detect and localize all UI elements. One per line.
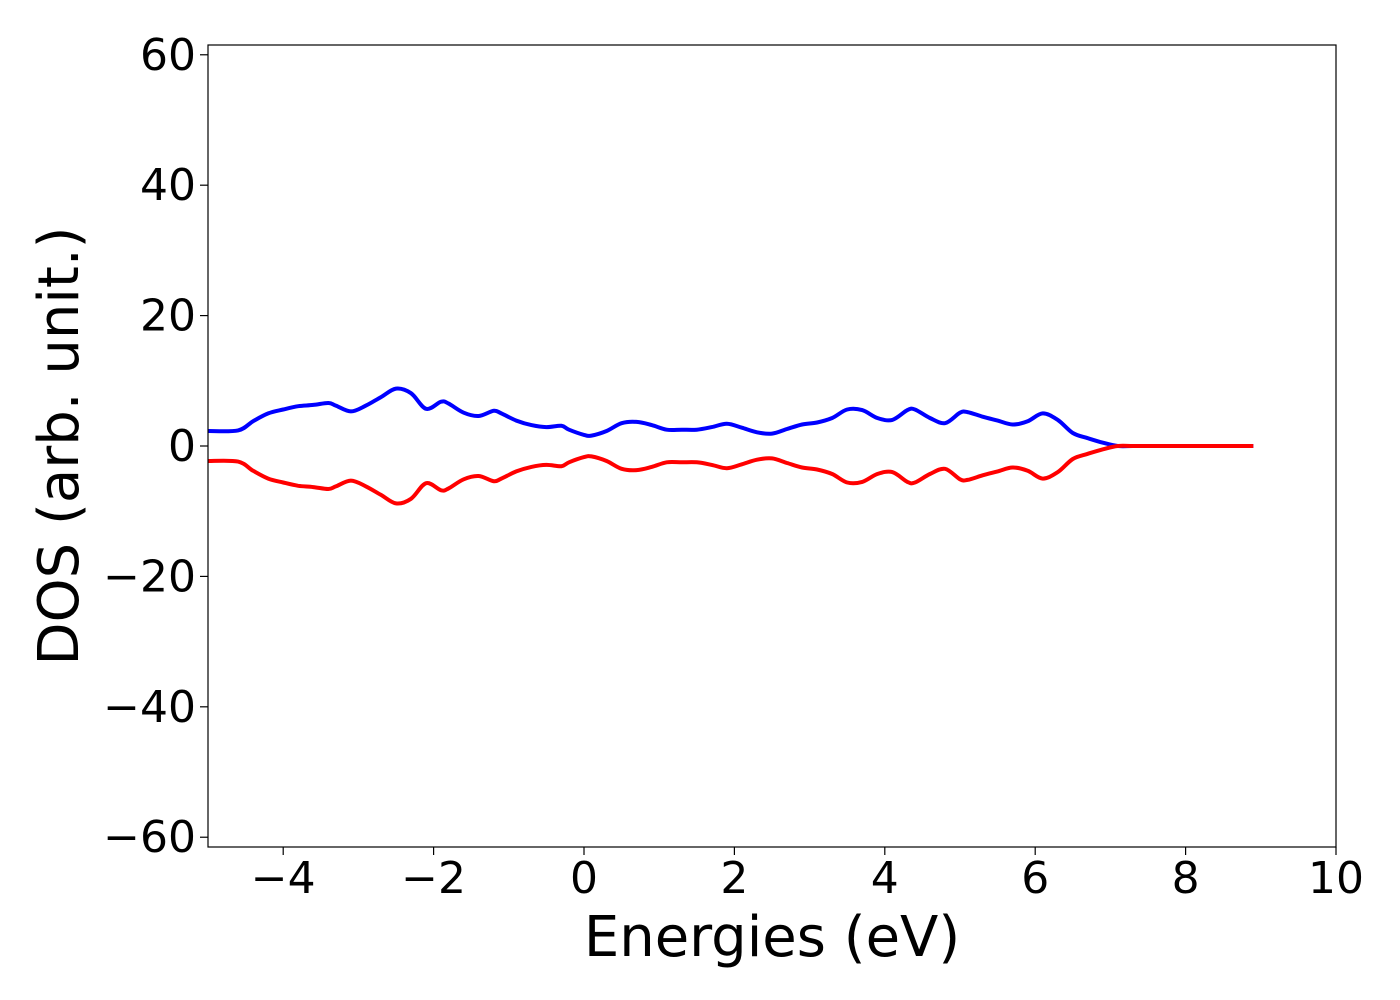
x-tick-label: 4 (871, 853, 899, 904)
plot-area (207, 386, 1254, 506)
x-tick-label: 0 (570, 853, 598, 904)
x-axis: −4 −2 0 2 4 6 8 10 (251, 847, 1364, 904)
y-tick-label: 40 (140, 160, 196, 211)
x-tick-label: 10 (1308, 853, 1364, 904)
x-tick-label: −2 (401, 853, 466, 904)
x-tick-label: 2 (720, 853, 748, 904)
y-axis-title: DOS (arb. unit.) (27, 226, 92, 665)
y-tick-label: −60 (103, 812, 196, 863)
x-tick-label: −4 (251, 853, 316, 904)
y-axis: 60 40 20 0 −20 −40 −60 (103, 30, 208, 863)
y-tick-label: 20 (140, 291, 196, 342)
x-tick-label: 6 (1021, 853, 1049, 904)
y-tick-label: 60 (140, 30, 196, 81)
y-tick-label: −40 (103, 682, 196, 733)
x-axis-title: Energies (eV) (584, 905, 960, 970)
series-line-spin-up (207, 386, 1254, 449)
y-tick-label: −20 (103, 551, 196, 602)
series-line-spin-down (207, 443, 1254, 506)
x-tick-label: 8 (1172, 853, 1200, 904)
y-tick-label: 0 (168, 421, 196, 472)
